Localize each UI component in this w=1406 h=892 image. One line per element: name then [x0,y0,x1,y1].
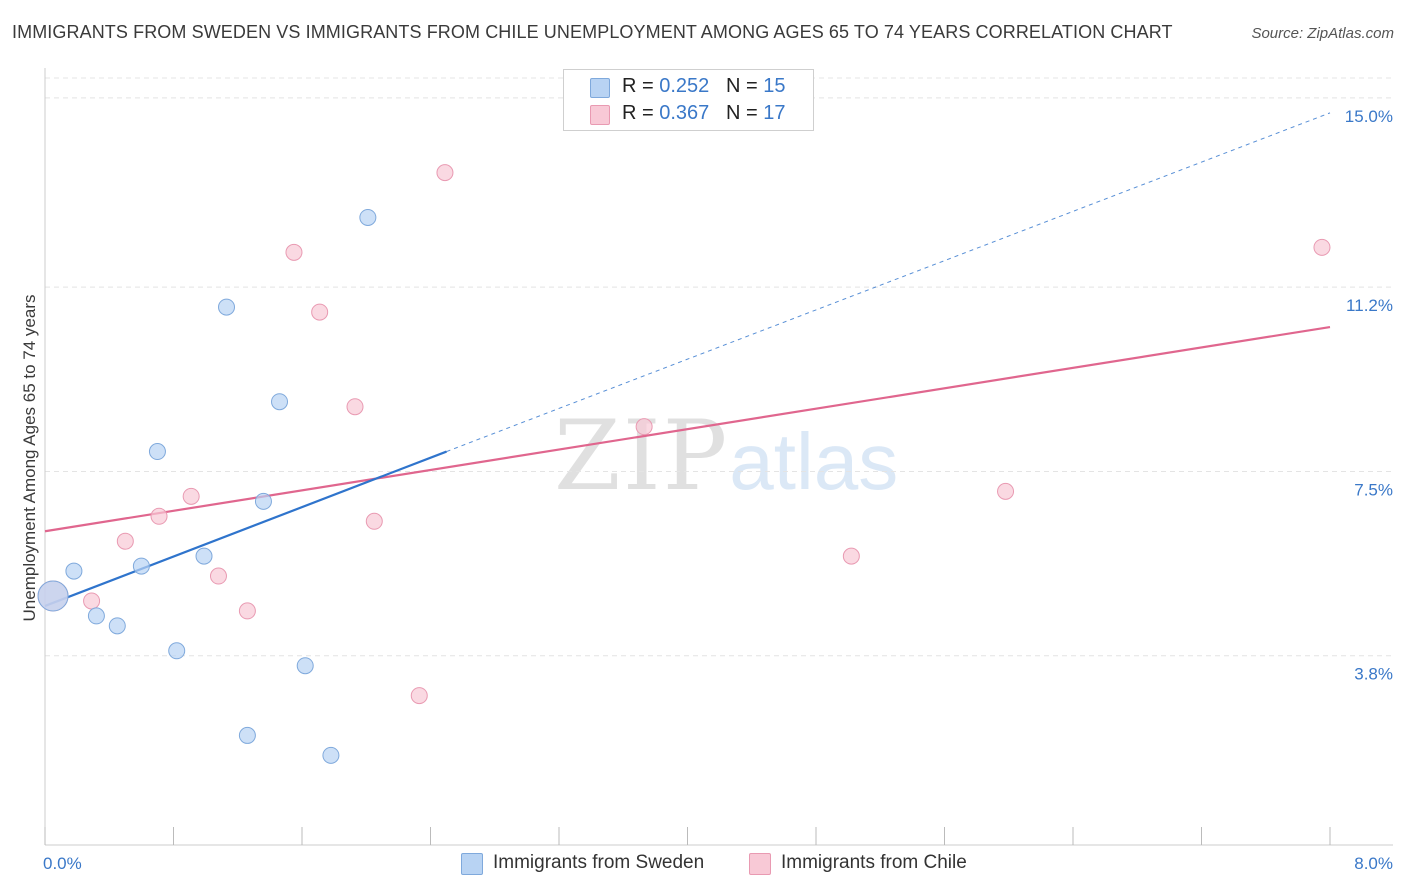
chile-point [311,303,329,321]
sweden-point [87,607,105,625]
chile-point [842,547,860,565]
sweden-point [271,393,289,411]
chile-point [116,532,134,550]
axes [44,68,1393,846]
series-legend-label-sweden: Immigrants from Sweden [493,852,705,873]
sweden-point [254,492,272,510]
chile-point [238,602,256,620]
legend-n-label: N = [725,102,764,124]
sweden-point [65,562,83,580]
chile-point [1313,238,1331,256]
chile-point [150,507,168,525]
y-tick-label: 11.2% [1346,296,1393,315]
chile-point [410,687,428,705]
sweden-point [195,547,213,565]
source-label: Source: ZipAtlas.com [1251,25,1394,42]
sweden-point [218,298,236,316]
trend-lines [44,112,1331,607]
sweden-point [132,557,150,575]
chile-trend-line [44,325,1331,533]
grid-lines [45,77,1393,657]
correlation-legend: R = 0.252 N = 15 R = 0.367 N = 17 [563,69,814,131]
legend-swatch-chile [590,105,610,125]
legend-r-value-sweden: 0.252 [659,75,710,97]
y-tick-label: 15.0% [1345,107,1393,126]
watermark: ZIPatlas [554,400,898,512]
x-tick-label: 0.0% [43,854,82,873]
sweden-point [359,208,377,226]
chile-point [635,418,653,436]
legend-n-value-chile: 17 [763,102,786,124]
series-legend-swatch-chile [749,853,771,875]
sweden-point [148,443,166,461]
sweden-point [296,657,314,675]
chile-point [997,482,1015,500]
tick-labels: 3.8% 7.5% 11.2% 15.0% 0.0% 8.0% [43,107,1393,873]
chile-point [436,164,454,182]
y-tick-label: 3.8% [1354,665,1393,684]
series-legend-label-chile: Immigrants from Chile [781,852,967,873]
data-points [37,164,1331,764]
legend-r-label: R = [622,75,660,97]
sweden-trend-line [44,450,447,607]
x-tick-label: 8.0% [1354,854,1393,873]
sweden-point [322,746,340,764]
series-legend-swatch-sweden [461,853,483,875]
sweden-point [238,726,256,744]
sweden-point [168,642,186,660]
legend-r-value-chile: 0.367 [659,102,710,124]
sweden-point [37,580,69,612]
legend-n-value-sweden: 15 [763,75,786,97]
sweden-point [108,617,126,635]
legend-swatch-sweden [590,78,610,98]
chile-point [365,512,383,530]
chile-point [83,592,101,610]
chile-point [346,398,364,416]
chile-point [209,567,227,585]
legend-n-label: N = [725,75,764,97]
chart-title: IMMIGRANTS FROM SWEDEN VS IMMIGRANTS FRO… [12,22,1173,42]
sweden-trend-extension [446,112,1331,453]
watermark-zip: ZIP [554,400,730,512]
chile-point [182,487,200,505]
legend-r-label: R = [622,102,660,124]
chile-point [285,243,303,261]
y-tick-label: 7.5% [1354,480,1393,499]
watermark-atlas: atlas [729,417,899,506]
